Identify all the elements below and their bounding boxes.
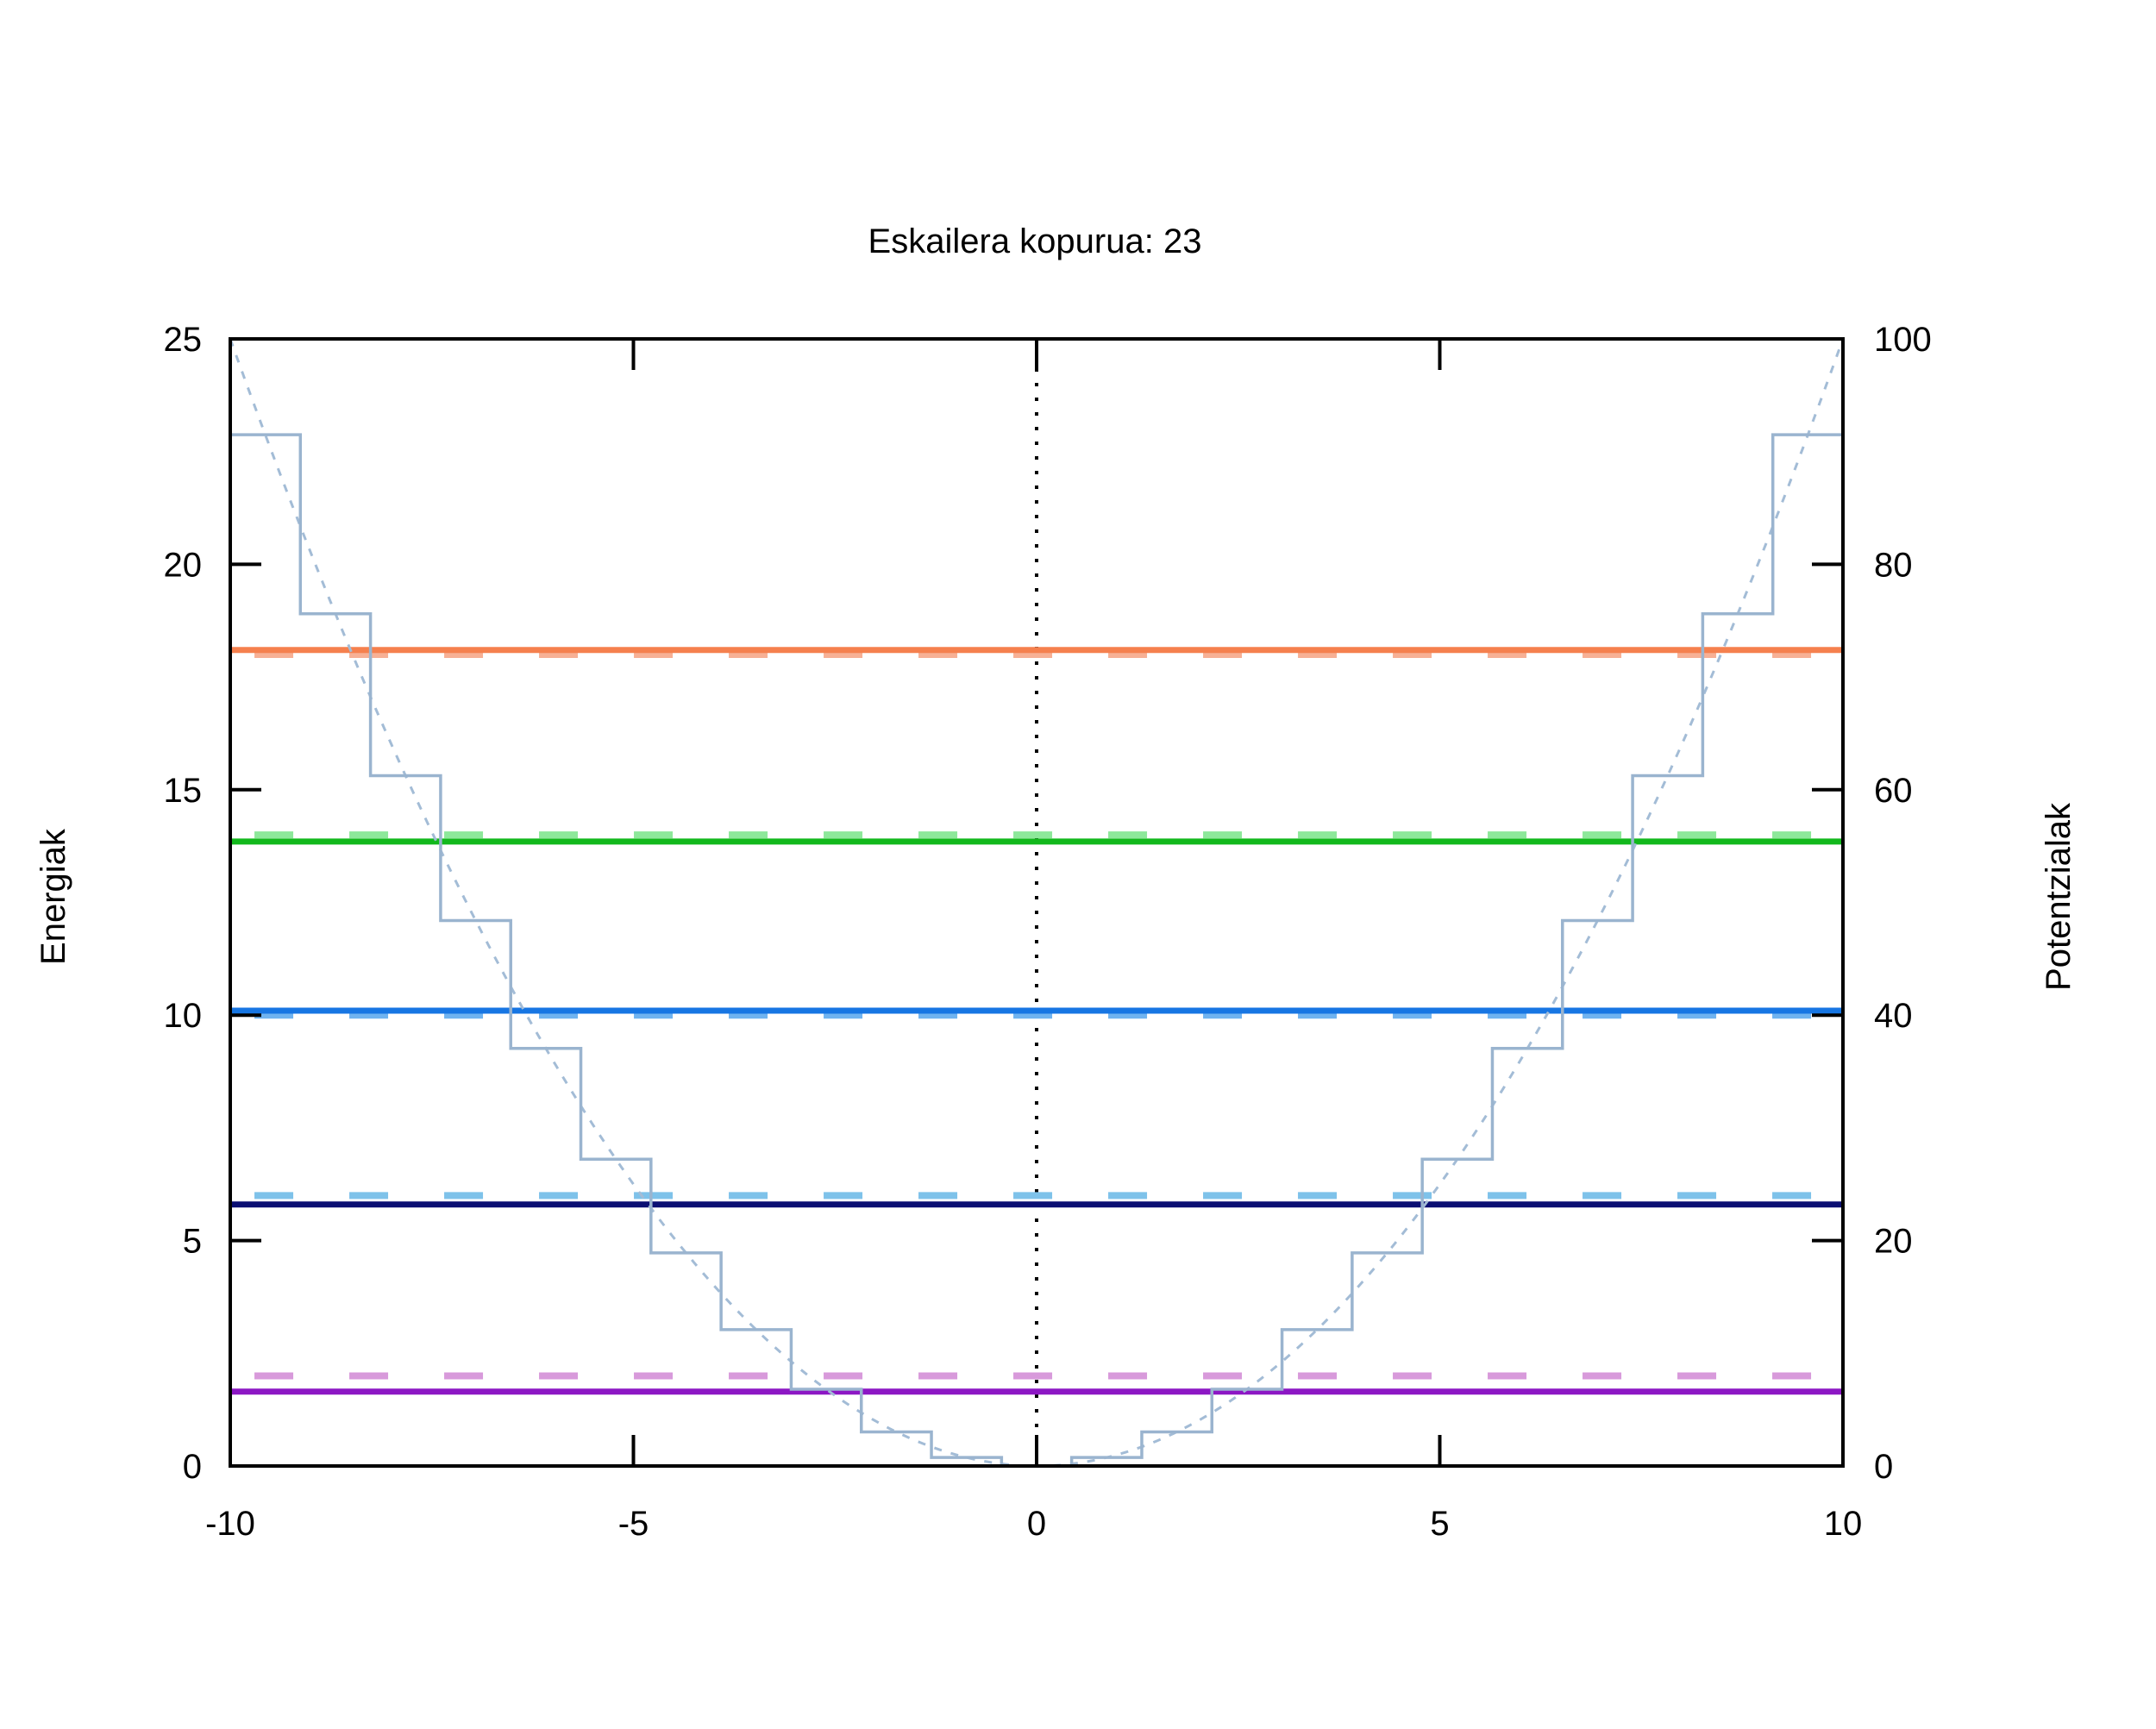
x-tick-label: 5 <box>1430 1505 1449 1543</box>
y2-tick-label: 80 <box>1874 546 1913 584</box>
y2-tick-label: 40 <box>1874 997 1913 1035</box>
y-axis-title: Energiak <box>34 828 72 965</box>
y2-tick-label: 100 <box>1874 321 1932 359</box>
y-tick-label: 25 <box>164 321 203 359</box>
series-layer <box>229 338 1845 1468</box>
y2-tick-label: 60 <box>1874 772 1913 810</box>
y-tick-label: 0 <box>183 1448 202 1486</box>
y2-axis-title: Potentzialak <box>2040 802 2078 991</box>
x-tick-label: 10 <box>1824 1505 1863 1543</box>
x-tick-label: 0 <box>1027 1505 1046 1543</box>
y2-tick-label: 0 <box>1874 1448 1893 1486</box>
potential-staircase <box>229 339 1845 1468</box>
y-tick-label: 20 <box>164 546 203 584</box>
x-tick-label: -5 <box>618 1505 649 1543</box>
chart-title: Eskailera kopurua: 23 <box>868 222 1202 260</box>
plot-frame <box>229 337 1845 1468</box>
x-tick-label: -10 <box>205 1505 255 1543</box>
y2-tick-label: 20 <box>1874 1223 1913 1261</box>
y-tick-label: 15 <box>164 772 203 810</box>
y-tick-label: 5 <box>183 1223 202 1261</box>
y-tick-label: 10 <box>164 997 203 1035</box>
potential-curve <box>229 338 1845 1468</box>
